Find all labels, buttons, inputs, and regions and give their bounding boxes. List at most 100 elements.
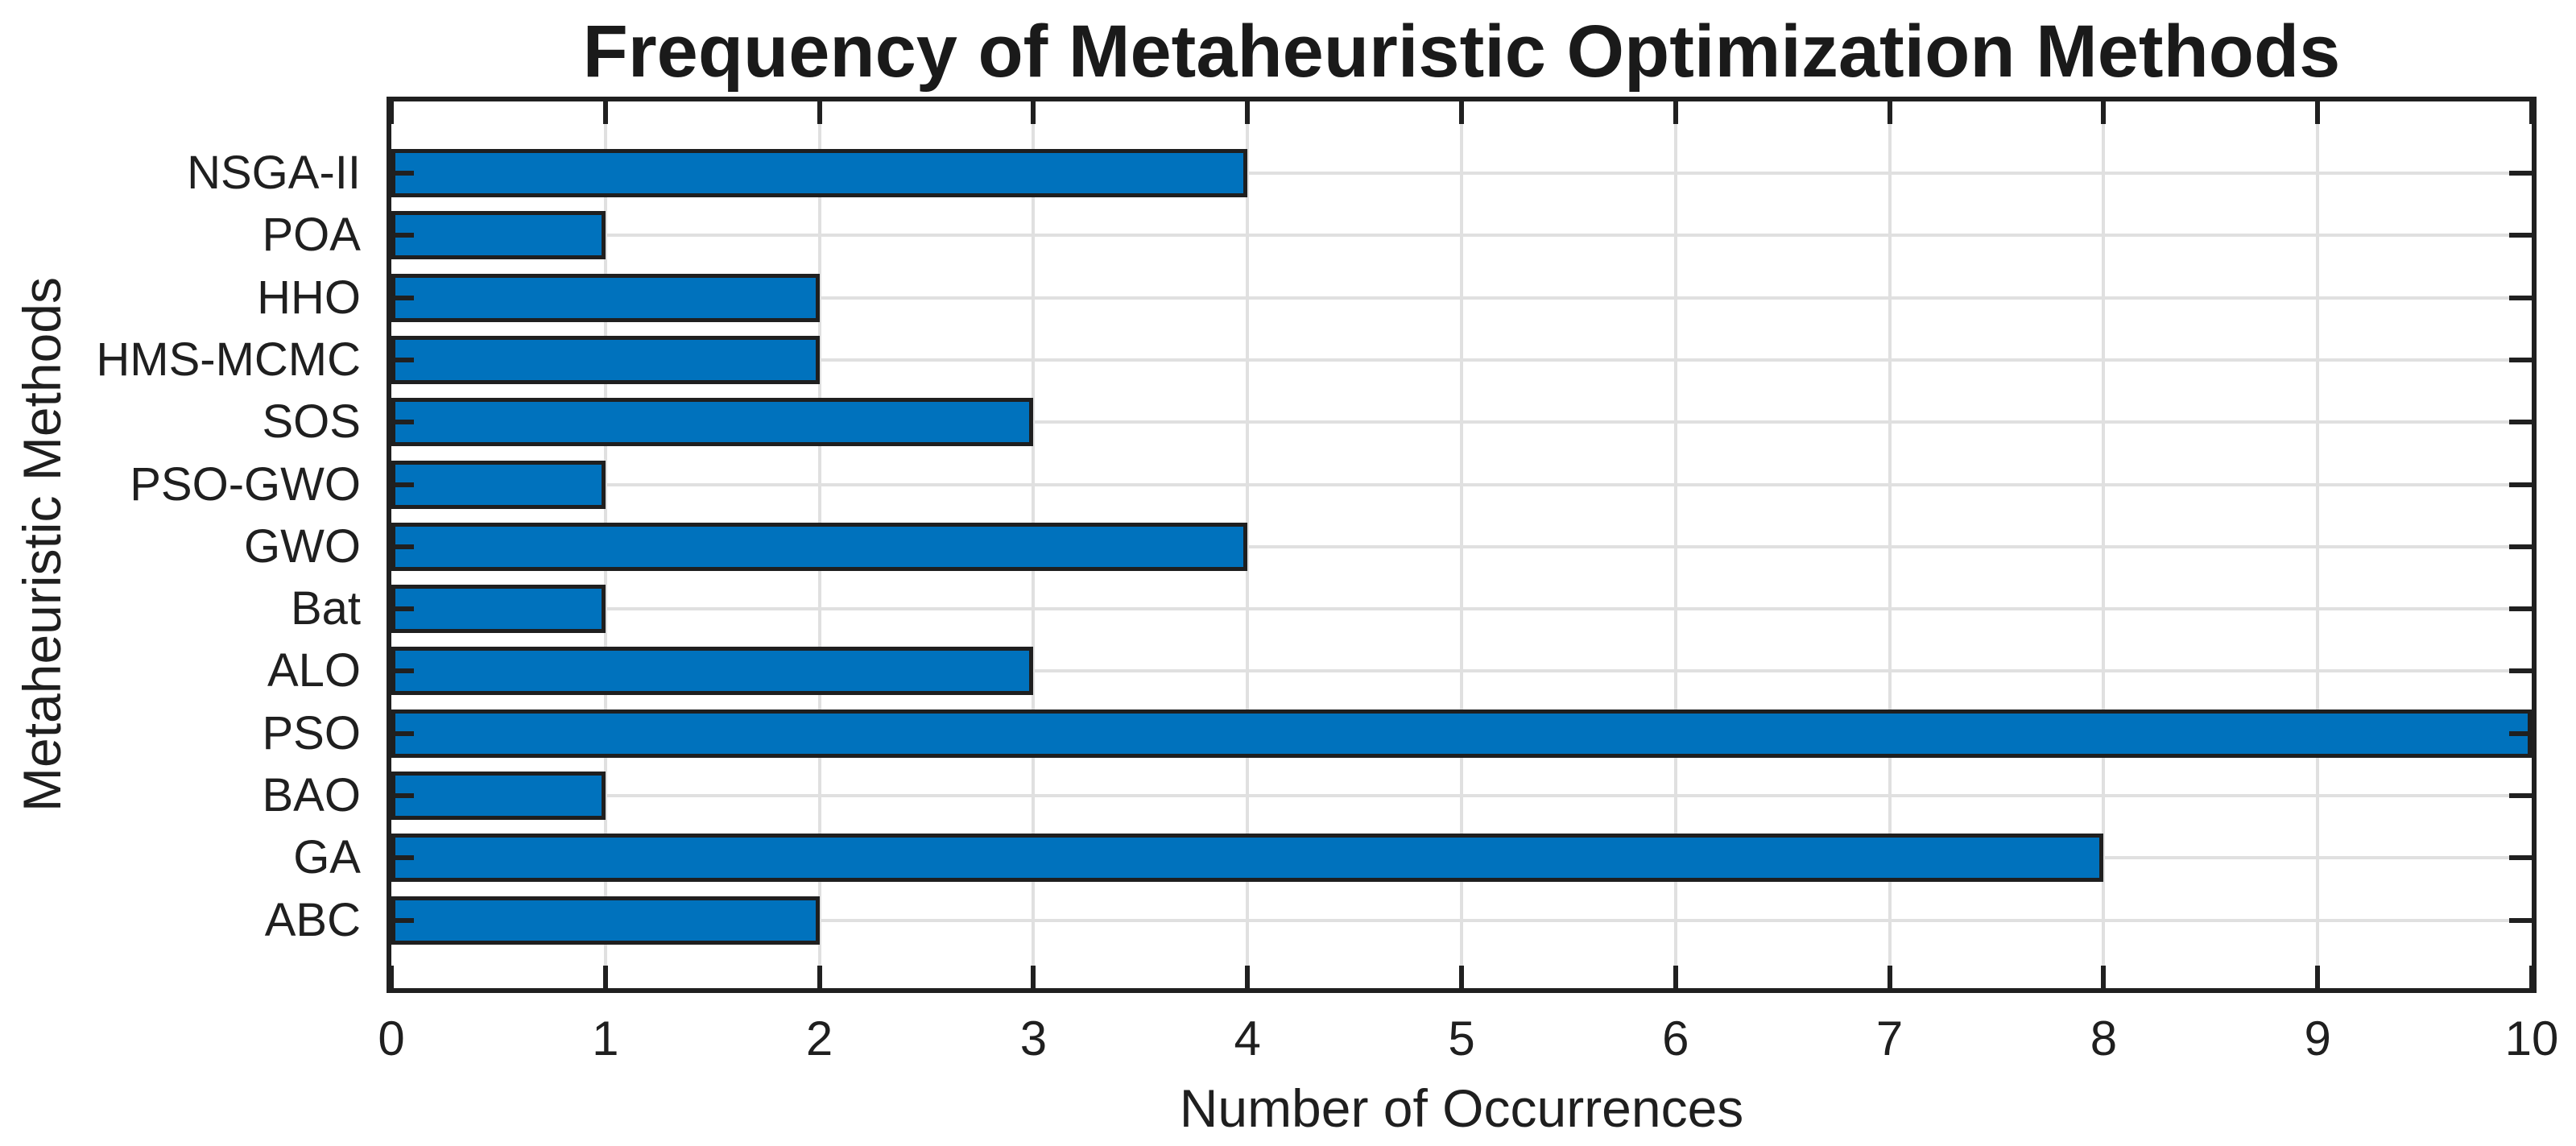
y-tick-right-ABC xyxy=(2509,917,2532,923)
plot-area xyxy=(387,97,2537,993)
y-tick-label-NSGA-II: NSGA-II xyxy=(187,147,361,199)
y-tick-right-HHO xyxy=(2509,295,2532,300)
x-tick-bottom-6 xyxy=(1673,966,1678,988)
y-tick-right-ALO xyxy=(2509,668,2532,674)
x-tick-top-6 xyxy=(1673,101,1678,124)
x-tick-bottom-8 xyxy=(2101,966,2107,988)
x-tick-top-4 xyxy=(1245,101,1251,124)
y-tick-label-SOS: SOS xyxy=(262,395,362,449)
x-tick-bottom-3 xyxy=(1031,966,1036,988)
y-tick-left-GA xyxy=(391,855,414,861)
x-tick-top-9 xyxy=(2315,101,2321,124)
gridline-y-BAO xyxy=(391,794,2532,797)
y-tick-left-HHO xyxy=(391,295,414,300)
gridline-x-8 xyxy=(2102,101,2106,988)
x-tick-label-3: 3 xyxy=(1019,1012,1048,1065)
x-tick-label-1: 1 xyxy=(592,1012,619,1065)
y-tick-left-ALO xyxy=(391,668,414,674)
x-tick-top-10 xyxy=(2529,101,2534,124)
y-tick-right-Bat xyxy=(2509,606,2532,612)
y-tick-left-Bat xyxy=(391,606,414,612)
y-tick-left-POA xyxy=(391,233,414,238)
gridline-y-ABC xyxy=(391,918,2532,922)
y-tick-left-SOS xyxy=(391,420,414,425)
ticks-layer xyxy=(389,101,2534,988)
bar-PSO-GWO xyxy=(391,460,606,509)
bar-Bat xyxy=(391,585,606,634)
gridline-x-9 xyxy=(2316,101,2320,988)
y-tick-right-POA xyxy=(2509,233,2532,238)
y-tick-label-ABC: ABC xyxy=(264,893,361,946)
y-tick-label-PSO: PSO xyxy=(262,706,362,759)
y-tick-left-BAO xyxy=(391,793,414,798)
gridline-y-GWO xyxy=(391,544,2532,548)
y-tick-right-PSO xyxy=(2509,730,2532,736)
gridline-y-ALO xyxy=(391,669,2532,673)
y-axis-label: Metaheuristic Methods xyxy=(12,277,72,812)
bar-POA xyxy=(391,211,606,260)
y-tick-right-NSGA-II xyxy=(2509,171,2532,176)
gridline-x-4 xyxy=(1246,101,1250,988)
y-tick-right-GA xyxy=(2509,855,2532,861)
x-tick-bottom-9 xyxy=(2315,966,2321,988)
x-tick-bottom-2 xyxy=(817,966,822,988)
y-tick-right-SOS xyxy=(2509,420,2532,425)
gridline-y-PSO-GWO xyxy=(391,482,2532,486)
x-tick-bottom-10 xyxy=(2529,966,2534,988)
y-tick-right-BAO xyxy=(2509,793,2532,798)
y-tick-label-Bat: Bat xyxy=(290,582,361,635)
bar-SOS xyxy=(391,398,1034,447)
gridline-x-6 xyxy=(1673,101,1677,988)
gridline-y-SOS xyxy=(391,420,2532,424)
bar-PSO xyxy=(391,709,2532,758)
x-tick-label-2: 2 xyxy=(805,1012,833,1065)
bar-NSGA-II xyxy=(391,149,1248,197)
bar-ABC xyxy=(391,896,820,945)
x-tick-label-10: 10 xyxy=(2504,1012,2559,1065)
gridline-y-HHO xyxy=(391,296,2532,300)
x-tick-top-8 xyxy=(2101,101,2107,124)
gridline-y-HMS-MCMC xyxy=(391,358,2532,362)
x-tick-top-3 xyxy=(1031,101,1036,124)
y-tick-label-ALO: ALO xyxy=(267,644,361,697)
x-tick-bottom-0 xyxy=(389,966,394,988)
y-tick-label-HMS-MCMC: HMS-MCMC xyxy=(96,333,361,386)
y-tick-label-BAO: BAO xyxy=(262,769,362,821)
gridline-y-Bat xyxy=(391,607,2532,611)
bar-GA xyxy=(391,834,2104,883)
gridline-y-NSGA-II xyxy=(391,172,2532,175)
x-tick-top-0 xyxy=(389,101,394,124)
y-tick-left-HMS-MCMC xyxy=(391,357,414,362)
y-tick-right-GWO xyxy=(2509,544,2532,549)
x-tick-top-7 xyxy=(1887,101,1892,124)
x-tick-top-2 xyxy=(817,101,822,124)
y-tick-left-GWO xyxy=(391,544,414,549)
y-tick-left-NSGA-II xyxy=(391,171,414,176)
gridline-x-5 xyxy=(1460,101,1463,988)
x-axis-label: Number of Occurrences xyxy=(1179,1078,1744,1138)
x-tick-label-9: 9 xyxy=(2304,1012,2331,1065)
y-tick-left-ABC xyxy=(391,917,414,923)
x-tick-label-4: 4 xyxy=(1234,1012,1261,1065)
x-tick-top-1 xyxy=(602,101,608,124)
bar-BAO xyxy=(391,772,606,820)
chart-title: Frequency of Metaheuristic Optimization … xyxy=(582,10,2341,93)
bar-ALO xyxy=(391,647,1034,696)
y-tick-right-PSO-GWO xyxy=(2509,482,2532,487)
bar-GWO xyxy=(391,522,1248,571)
x-tick-label-7: 7 xyxy=(1875,1012,1904,1065)
x-tick-label-8: 8 xyxy=(2090,1012,2118,1065)
y-tick-right-HMS-MCMC xyxy=(2509,357,2532,362)
gridline-y-POA xyxy=(391,234,2532,238)
x-tick-bottom-7 xyxy=(1887,966,1892,988)
y-tick-label-GWO: GWO xyxy=(244,519,361,573)
y-tick-label-GA: GA xyxy=(293,831,361,884)
x-tick-label-5: 5 xyxy=(1448,1012,1475,1065)
y-tick-label-PSO-GWO: PSO-GWO xyxy=(130,457,361,511)
y-tick-label-POA: POA xyxy=(262,209,362,262)
bars-layer xyxy=(391,101,2532,988)
x-tick-label-0: 0 xyxy=(378,1012,405,1065)
gridline-x-7 xyxy=(1888,101,1892,988)
x-tick-bottom-1 xyxy=(602,966,608,988)
